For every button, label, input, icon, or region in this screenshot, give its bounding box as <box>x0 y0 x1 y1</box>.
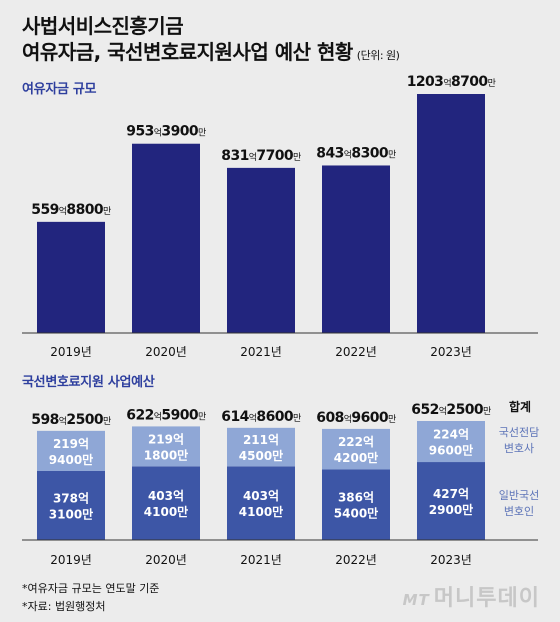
segment-label-bottom-man-4: 2900만 <box>429 502 473 517</box>
x-tick-label-1-1: 2020년 <box>145 345 187 359</box>
total-label-2019: 598억2500만 <box>31 412 111 428</box>
x-tick-label-2-3: 2022년 <box>335 553 377 567</box>
segment-label-bottom-man-0: 3100만 <box>49 506 93 521</box>
x-tick-label-1-2: 2021년 <box>240 345 282 359</box>
stack-bottom-2023 <box>417 462 485 540</box>
total-label-2023: 652억2500만 <box>411 402 491 418</box>
stack-top-2023 <box>417 421 485 463</box>
footnote-basis: *여유자금 규모는 연도말 기준 <box>22 582 160 595</box>
stack-top-2020 <box>132 426 200 467</box>
bar-reserve-2019 <box>37 221 105 333</box>
stack-top-2022 <box>322 428 390 470</box>
legend-top-line1: 국선전담 <box>499 426 539 439</box>
legend-top-line2: 변호사 <box>504 442 534 455</box>
segment-label-top-eok-2: 211억 <box>243 433 279 447</box>
segment-label-bottom-man-3: 5400만 <box>334 506 378 521</box>
segment-label-bottom-man-2: 4100만 <box>239 504 283 519</box>
total-label-2021: 614억8600만 <box>221 409 301 425</box>
chart-title-line2: 여유자금, 국선변호료지원사업 예산 현황 (단위: 원) <box>22 36 400 65</box>
watermark-logo: MT 머니투데이 <box>402 586 540 611</box>
segment-label-bottom-eok-4: 427억 <box>433 487 469 501</box>
stack-bottom-2019 <box>37 470 105 540</box>
x-tick-label-2-0: 2019년 <box>50 553 92 567</box>
x-tick-label-2-1: 2020년 <box>145 553 187 567</box>
bar-reserve-2021 <box>227 167 295 333</box>
segment-label-top-man-1: 1800만 <box>144 447 188 462</box>
segment-label-top-eok-0: 219억 <box>53 437 89 451</box>
stack-bottom-2020 <box>132 466 200 540</box>
title-text: 여유자금, 국선변호료지원사업 예산 현황 <box>22 40 353 64</box>
segment-label-bottom-eok-0: 378억 <box>53 491 89 505</box>
x-tick-label-2-4: 2023년 <box>430 553 472 567</box>
segment-label-top-eok-4: 224억 <box>433 428 469 442</box>
segment-label-bottom-eok-2: 403억 <box>243 489 279 503</box>
data-label-reserve-2020: 953억3900만 <box>126 124 206 140</box>
section-label-defender-budget: 국선변호료지원 사업예산 <box>22 375 155 390</box>
total-label-2020: 622억5900만 <box>126 407 206 423</box>
segment-label-top-eok-3: 222억 <box>338 435 374 449</box>
segment-label-top-eok-1: 219억 <box>148 432 184 446</box>
data-label-reserve-2021: 831억7700만 <box>221 148 301 164</box>
segment-label-bottom-man-1: 4100만 <box>144 504 188 519</box>
x-tick-label-2-2: 2021년 <box>240 553 282 567</box>
data-label-reserve-2019: 559억8800만 <box>31 202 111 218</box>
bar-reserve-2022 <box>322 165 390 333</box>
chart-title-line1: 사법서비스진흥기금 <box>22 14 184 38</box>
footnote-source: *자료: 법원행정처 <box>22 600 106 613</box>
legend-bottom-line2: 변호인 <box>504 505 534 518</box>
bar-reserve-2020 <box>132 143 200 333</box>
x-tick-label-1-4: 2023년 <box>430 345 472 359</box>
stack-bottom-2021 <box>227 466 295 540</box>
data-label-reserve-2023: 1203억8700만 <box>407 74 496 90</box>
segment-label-top-man-0: 9400만 <box>49 452 93 467</box>
segment-label-top-man-3: 4200만 <box>334 450 378 465</box>
stack-bottom-2022 <box>322 469 390 540</box>
segment-label-top-man-4: 9600만 <box>429 443 473 458</box>
bar-reserve-2023 <box>417 94 485 333</box>
x-tick-label-1-0: 2019년 <box>50 345 92 359</box>
unit-label: (단위: 원) <box>356 49 400 62</box>
stack-top-2019 <box>37 430 105 471</box>
section-label-reserve-funds: 여유자금 규모 <box>22 82 97 97</box>
total-label-2022: 608억9600만 <box>316 410 396 426</box>
total-column-label: 합계 <box>509 399 531 414</box>
stack-top-2021 <box>227 427 295 467</box>
x-tick-label-1-3: 2022년 <box>335 345 377 359</box>
legend-bottom-line1: 일반국선 <box>499 488 539 502</box>
segment-label-bottom-eok-1: 403억 <box>148 489 184 503</box>
data-label-reserve-2022: 843억8300만 <box>316 145 396 161</box>
segment-label-bottom-eok-3: 386억 <box>338 491 374 505</box>
segment-label-top-man-2: 4500만 <box>239 448 283 463</box>
